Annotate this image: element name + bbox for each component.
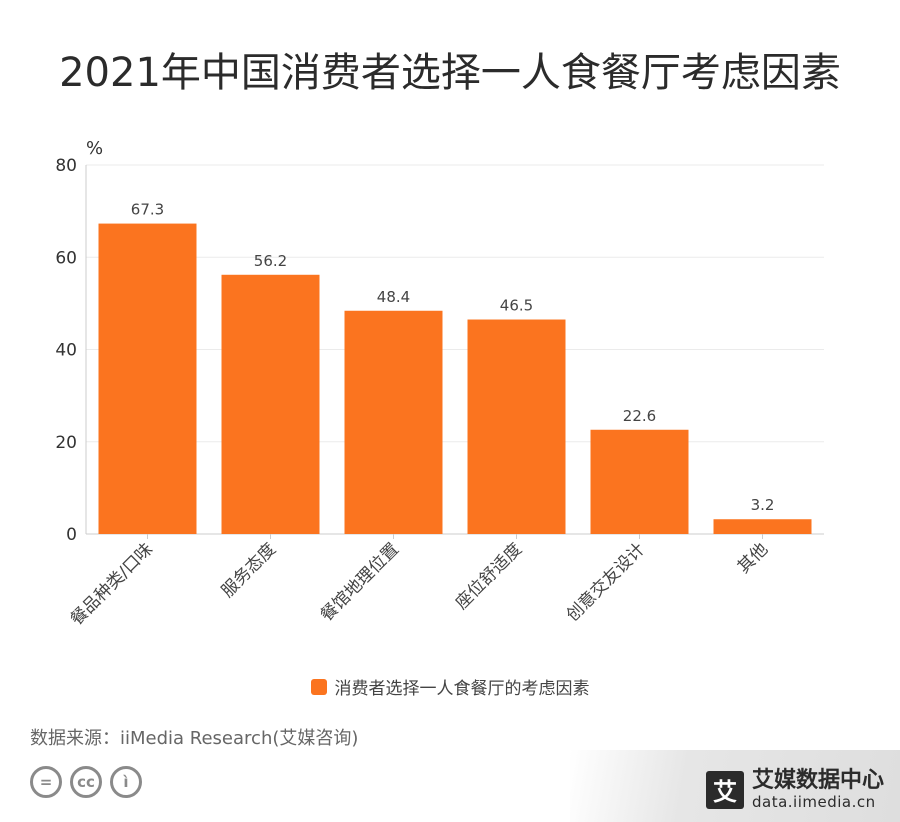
x-tick-label: 餐品种类/口味 [67,539,157,629]
x-tick-label: 创意交友设计 [563,539,649,625]
x-tick-label: 服务态度 [218,539,280,601]
brand-url: data.iimedia.cn [751,792,876,811]
brand: 艾 艾媒数据中心 data.iimedia.cn [705,768,884,811]
x-axis-ticks: 餐品种类/口味 服务态度 餐馆地理位置 座位舒适度 创意交友设计 其他 [67,534,772,630]
brand-name: 艾媒数据中心 [751,768,884,794]
data-label: 22.6 [623,407,656,425]
bar [590,429,689,534]
chart-title: 2021年中国消费者选择一人食餐厅考虑因素 [59,50,841,96]
y-axis-ticks: 0 20 40 60 80 [55,156,77,545]
legend-swatch [310,678,327,695]
y-tick-label: 60 [55,248,77,268]
bar [713,519,812,534]
data-label: 48.4 [377,288,410,306]
equals-icon: = [30,766,62,798]
data-label: 56.2 [254,252,287,270]
bar [467,319,566,534]
y-tick-label: 20 [55,433,77,453]
brand-logo-icon: 艾 [705,770,744,809]
x-tick-label: 座位舒适度 [452,539,526,613]
source-note: 数据来源：iiMedia Research(艾媒咨询) [30,728,359,749]
bar [98,223,197,535]
data-label: 3.2 [751,496,775,514]
cc-icon: cc [70,766,102,798]
data-labels: 67.3 56.2 48.4 46.5 22.6 3.2 [131,201,775,515]
grid-lines [86,164,824,443]
bar [344,310,443,534]
y-tick-label: 80 [55,156,77,176]
y-axis-unit: % [86,138,103,159]
x-tick-label: 其他 [734,539,772,577]
data-label: 46.5 [500,297,533,315]
x-tick-label: 餐馆地理位置 [317,539,403,625]
bars [98,223,812,535]
legend: 消费者选择一人食餐厅的考虑因素 [0,674,900,699]
bar [221,274,320,534]
legend-label: 消费者选择一人食餐厅的考虑因素 [334,679,590,699]
y-tick-label: 40 [55,341,77,361]
license-icons: = cc ì [30,766,142,798]
y-tick-label: 0 [66,525,77,545]
person-icon: ì [110,766,142,798]
data-label: 67.3 [131,201,164,219]
